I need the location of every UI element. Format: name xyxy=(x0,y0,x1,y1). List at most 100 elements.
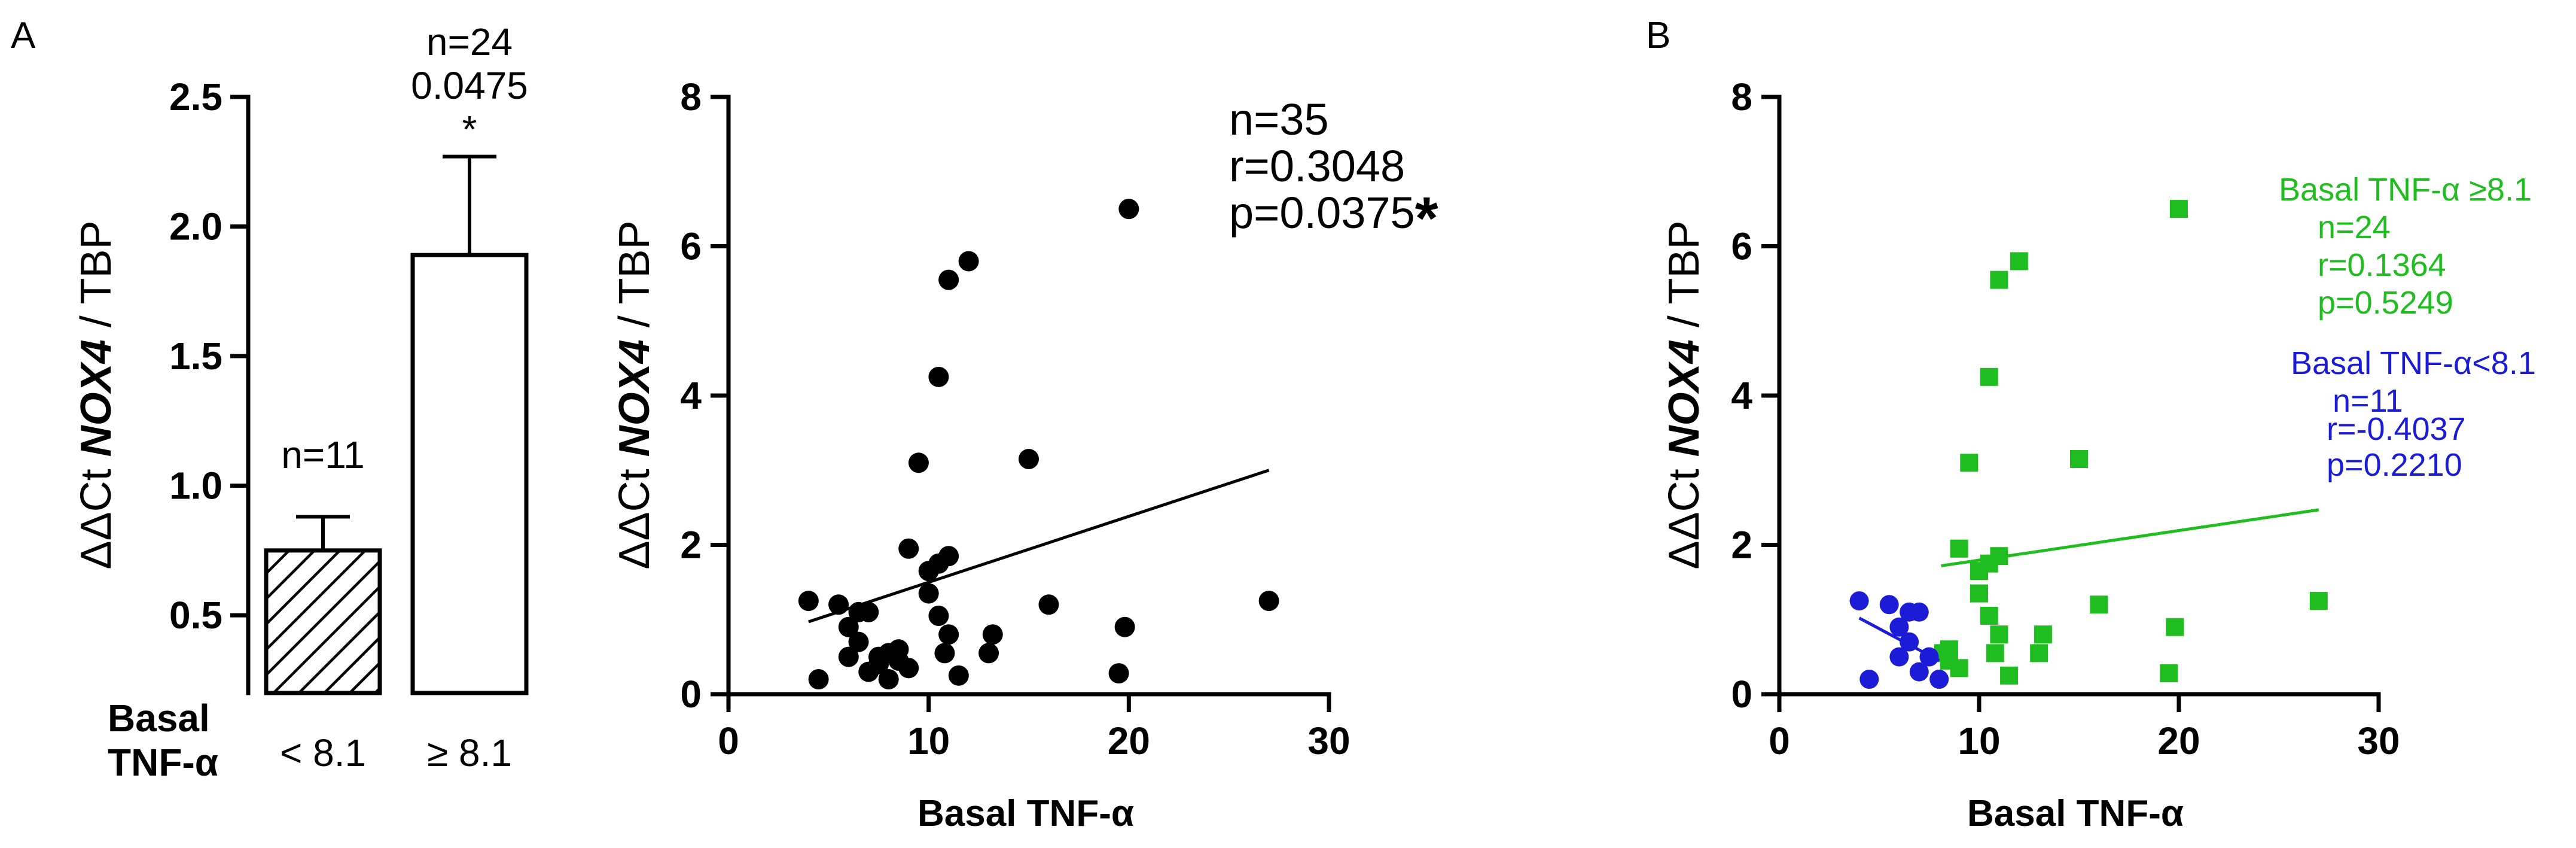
scatter-fit-line xyxy=(808,469,1270,624)
grouped-x-tick-label: 10 xyxy=(1958,719,2000,762)
grouped-point-high xyxy=(2166,618,2184,636)
bar xyxy=(410,253,529,695)
grouped-y-label-suffix: / TBP xyxy=(1660,220,1708,339)
panel-label-a: A xyxy=(11,15,36,56)
grouped-point-high xyxy=(1990,625,2008,644)
legend-low-p: p=0.2210 xyxy=(2327,447,2462,483)
bar-chart-panel: A ΔΔCt NOX4 / TBP 0.51.01.52.02.5 Basal … xyxy=(11,15,529,784)
scatter-point xyxy=(858,601,879,622)
scatter-point xyxy=(1258,591,1279,612)
scatter-point xyxy=(918,583,939,604)
bar-annotation-n: n=11 xyxy=(281,433,364,476)
bar-y-ticks: 0.5 1.0 1.5 2.0 2.5 xyxy=(169,75,248,637)
scatter-y-tick-label: 4 xyxy=(680,374,702,417)
scatter-stat-p: p=0.0375 xyxy=(1229,188,1415,238)
grouped-x-tick-label: 20 xyxy=(2157,719,2200,762)
grouped-point-low xyxy=(1909,662,1929,682)
grouped-point-high xyxy=(2010,252,2028,270)
scatter-stat-n: n=35 xyxy=(1229,95,1329,144)
grouped-point-high xyxy=(2170,200,2188,218)
scatter-stat-p-line: p=0.0375* xyxy=(1229,185,1438,252)
bar-category-label: ≥ 8.1 xyxy=(427,731,512,774)
scatter-point xyxy=(908,452,929,473)
grouped-point-low xyxy=(1859,670,1879,689)
grouped-point-low xyxy=(1909,602,1929,622)
bar-marks xyxy=(264,154,529,695)
grouped-marks xyxy=(1849,200,2328,689)
scatter-point xyxy=(848,631,869,652)
scatter-point xyxy=(1108,663,1129,684)
grouped-point-high xyxy=(1986,644,2004,662)
grouped-point-low xyxy=(1849,591,1869,611)
scatter-point xyxy=(938,546,959,567)
scatter-x-tick-label: 20 xyxy=(1108,719,1150,762)
grouped-x-tick-label: 0 xyxy=(1769,719,1790,762)
grouped-point-low xyxy=(1889,617,1909,637)
scatter-point xyxy=(982,624,1003,645)
grouped-point-high xyxy=(2309,592,2328,610)
grouped-y-label-prefix: ΔΔCt xyxy=(1660,457,1708,569)
scatter-point xyxy=(928,606,949,627)
scatter-x-tick-label: 0 xyxy=(718,719,739,762)
grouped-y-axis-label: ΔΔCt NOX4 / TBP xyxy=(1660,220,1708,569)
bar xyxy=(264,548,382,695)
scatter-point xyxy=(948,665,969,686)
scatter-x-axis-label: Basal TNF-α xyxy=(917,793,1134,834)
scatter-y-label-prefix: ΔΔCt xyxy=(611,457,659,569)
scatter-point xyxy=(1114,616,1135,637)
legend-low-title: Basal TNF-α<8.1 xyxy=(2291,345,2536,381)
grouped-point-high xyxy=(2160,664,2178,683)
scatter-point xyxy=(978,643,999,664)
scatter-point xyxy=(1038,594,1059,615)
grouped-fit-line-low xyxy=(1858,616,1940,662)
legend-high-title: Basal TNF-α ≥8.1 xyxy=(2279,172,2532,208)
scatter-y-tick-label: 8 xyxy=(680,75,702,118)
scatter-x-tick-label: 30 xyxy=(1307,719,1350,762)
scatter-point xyxy=(808,669,829,690)
grouped-y-tick-label: 2 xyxy=(1731,524,1752,567)
scatter-y-label-gene: NOX4 xyxy=(611,339,659,457)
grouped-x-tick-label: 30 xyxy=(2357,719,2400,762)
grouped-point-high xyxy=(1950,659,1968,677)
scatter-point xyxy=(958,251,979,272)
scatter-y-label-suffix: / TBP xyxy=(611,220,659,339)
scatter-panel-all: ΔΔCt NOX4 / TBP 0 2 4 6 8 0 10 20 30 Basal TNF-α… xyxy=(611,75,1438,834)
bar-annotation-star: * xyxy=(462,108,477,151)
scatter-point xyxy=(898,658,919,679)
grouped-point-high xyxy=(1980,367,1998,386)
bar-y-tick-label: 2.0 xyxy=(169,205,222,248)
grouped-fit-line-high xyxy=(1941,508,2319,567)
bar-y-tick-label: 2.5 xyxy=(169,75,222,118)
scatter-point xyxy=(1019,449,1039,470)
bar-y-label-suffix: / TBP xyxy=(72,220,120,339)
scatter-point xyxy=(928,366,949,387)
scatter-point xyxy=(938,624,959,645)
scatter-y-tick-label: 2 xyxy=(680,524,702,567)
scatter-x-tick-label: 10 xyxy=(907,719,950,762)
scatter-stat-star: * xyxy=(1415,185,1438,252)
grouped-point-high xyxy=(2034,625,2052,644)
grouped-y-label-gene: NOX4 xyxy=(1660,339,1708,457)
bar-y-label-gene: NOX4 xyxy=(72,339,120,457)
scatter-point xyxy=(838,646,859,667)
grouped-point-high xyxy=(1980,607,1998,625)
scatter-point xyxy=(898,538,919,559)
grouped-point-high xyxy=(2030,644,2048,662)
legend-high-r: r=0.1364 xyxy=(2318,247,2446,283)
scatter-marks xyxy=(798,199,1279,690)
panel-label-b: B xyxy=(1646,15,1670,56)
grouped-point-high xyxy=(1960,454,1979,472)
scatter-point xyxy=(798,591,819,612)
grouped-x-axis-label: Basal TNF-α xyxy=(1967,793,2184,834)
bar-y-axis-label: ΔΔCt NOX4 / TBP xyxy=(72,220,120,569)
bar-category-label: < 8.1 xyxy=(280,731,366,774)
grouped-point-high xyxy=(1990,270,2008,289)
legend-low-r: r=-0.4037 xyxy=(2327,411,2466,447)
scatter-point xyxy=(1118,199,1139,220)
grouped-axes: 0 2 4 6 8 0 10 20 30 xyxy=(1731,75,2400,762)
grouped-point-high xyxy=(1970,584,1988,603)
bar-y-tick-label: 1.5 xyxy=(169,335,222,378)
scatter-stat-r: r=0.3048 xyxy=(1229,141,1405,191)
scatter-point xyxy=(878,669,899,690)
